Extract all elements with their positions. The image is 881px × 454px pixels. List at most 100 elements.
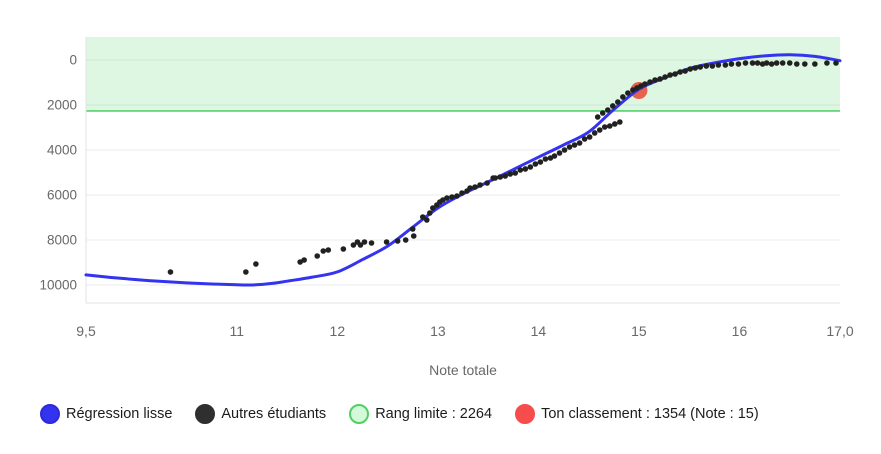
rank-limit-band [86, 37, 840, 111]
chart-canvas: 0 2000 4000 6000 8000 10000 9,5 11 12 13 14 15 16 17,… [39, 37, 854, 378]
student-point [243, 269, 249, 275]
student-point [472, 184, 478, 190]
student-point [253, 261, 259, 267]
student-point [402, 237, 409, 243]
student-point [687, 66, 694, 72]
student-point [419, 214, 426, 220]
student-point [620, 94, 626, 100]
student-point [522, 166, 529, 172]
student-point [350, 242, 357, 248]
student-point [682, 68, 688, 74]
y-tick-label: 10000 [39, 277, 77, 292]
y-tick-label: 0 [69, 52, 77, 67]
student-point [301, 257, 307, 263]
x-tick-label: 16 [732, 323, 748, 339]
student-point [517, 167, 524, 173]
student-point [320, 248, 327, 254]
student-point [591, 130, 598, 136]
student-point [409, 226, 416, 232]
student-point [625, 90, 631, 96]
student-point [594, 114, 601, 120]
student-point [325, 247, 332, 253]
user-rank-swatch-icon [515, 404, 536, 424]
legend-item-regression[interactable]: Régression lisse [40, 403, 172, 425]
student-point [596, 127, 603, 133]
student-point [802, 61, 808, 67]
student-point [477, 182, 483, 188]
student-point [599, 110, 606, 116]
student-point [667, 72, 673, 78]
legend-label-students: Autres étudiants [221, 406, 327, 422]
student-point [581, 136, 588, 142]
student-point [459, 190, 465, 196]
student-point [824, 60, 830, 66]
chart-legend: Régression lisse Autres étudiants Rang l… [40, 403, 759, 425]
student-point [749, 60, 756, 66]
student-point [697, 64, 704, 70]
regression-swatch-icon [40, 404, 60, 424]
student-point [609, 103, 616, 109]
y-tick-label: 4000 [47, 142, 77, 157]
chart-plot-area: 0 2000 4000 6000 8000 10000 9,5 11 12 13 14 15 16 17,… [39, 37, 854, 378]
student-point [604, 107, 611, 113]
student-point [722, 62, 729, 68]
y-tick-label: 2000 [47, 97, 77, 112]
student-point [527, 164, 534, 170]
x-tick-label: 9,5 [76, 323, 96, 339]
x-tick-label: 17,0 [826, 323, 853, 339]
student-point [677, 69, 683, 75]
student-point [715, 62, 722, 68]
student-point [454, 193, 460, 199]
student-point [502, 173, 509, 179]
student-point [703, 63, 710, 69]
student-point [410, 233, 417, 239]
student-point [612, 121, 618, 127]
student-point [728, 61, 735, 67]
student-point [672, 71, 678, 77]
x-tick-label: 13 [430, 323, 446, 339]
x-tick-label: 14 [531, 323, 547, 339]
student-point [467, 185, 473, 191]
student-point [361, 239, 368, 245]
student-point [735, 61, 742, 67]
legend-label-regression: Régression lisse [66, 406, 173, 422]
student-point [662, 74, 668, 80]
student-point [532, 161, 539, 167]
legend-item-user-rank[interactable]: Ton classement : 1354 (Note : 15) [515, 403, 759, 425]
student-point [551, 153, 558, 159]
legend-label-user-rank: Ton classement : 1354 (Note : 15) [541, 406, 759, 422]
student-point [647, 79, 653, 85]
student-point [537, 159, 544, 165]
student-point [394, 238, 401, 244]
student-point [424, 217, 430, 223]
student-point [497, 174, 503, 180]
legend-item-students[interactable]: Autres étudiants [195, 403, 326, 425]
x-axis-title: Note totale [429, 362, 497, 378]
student-point [492, 175, 498, 181]
student-point [444, 195, 450, 201]
student-point [484, 180, 490, 186]
student-point [340, 246, 347, 252]
rank-limit-swatch-icon [349, 404, 370, 424]
students-swatch-icon [195, 404, 216, 424]
student-point [786, 60, 793, 66]
y-tick-label: 6000 [47, 187, 77, 202]
student-point [657, 76, 663, 82]
student-point [368, 240, 375, 246]
student-point [763, 60, 770, 66]
student-point [742, 60, 749, 66]
student-point [812, 61, 818, 67]
student-point [566, 144, 573, 150]
student-point [773, 60, 780, 66]
student-point [615, 99, 621, 105]
student-point [383, 239, 390, 245]
student-point [507, 171, 514, 177]
legend-item-rank-limit[interactable]: Rang limite : 2264 [349, 403, 492, 425]
student-point [576, 140, 583, 146]
student-point [512, 170, 519, 176]
x-tick-label: 15 [631, 323, 647, 339]
student-point [652, 77, 658, 83]
student-point [542, 156, 549, 162]
student-point [167, 269, 174, 275]
